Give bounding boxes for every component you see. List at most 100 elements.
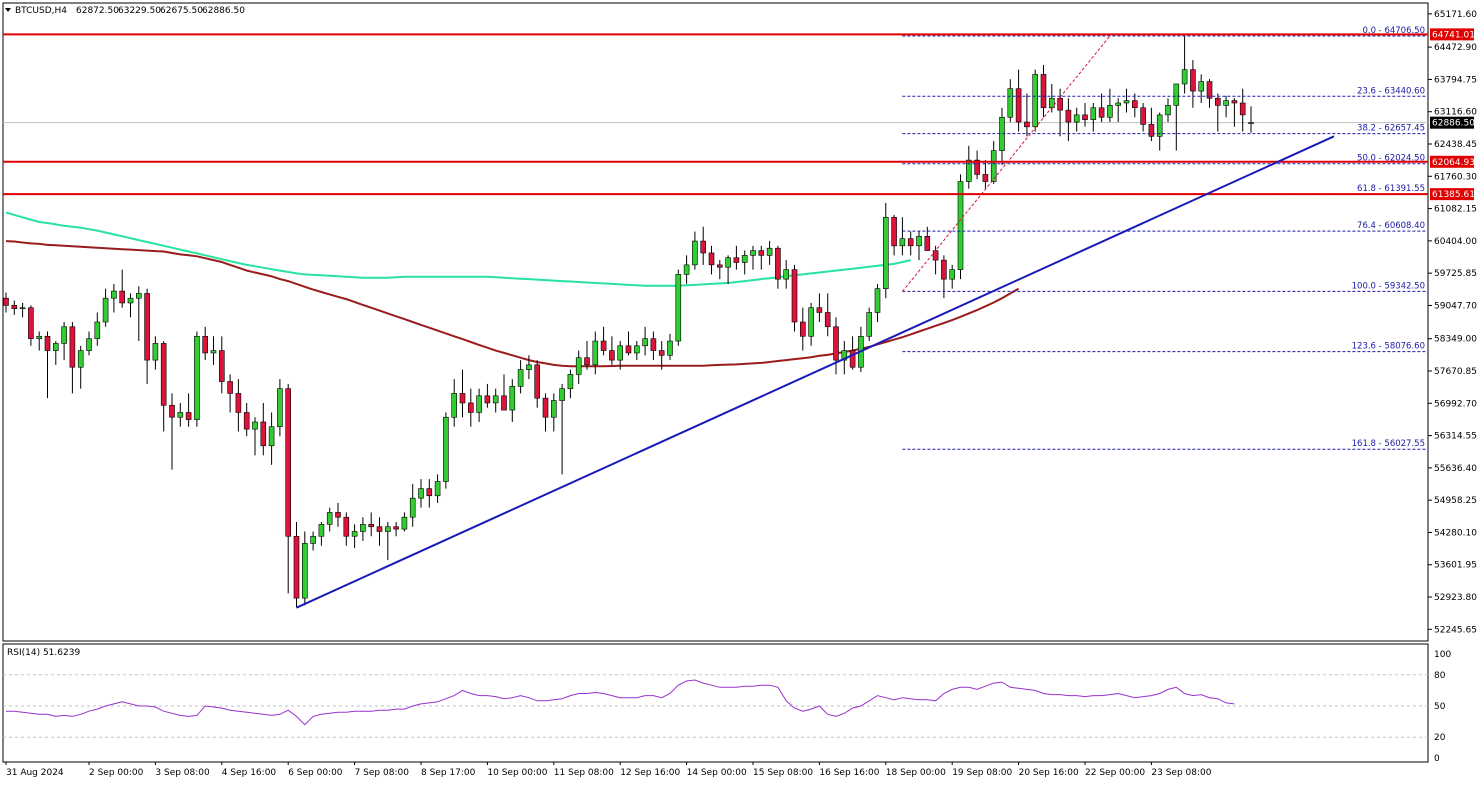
ohlc-close: 62886.50: [202, 6, 245, 16]
candle: [965, 145, 972, 189]
candle: [52, 341, 59, 365]
time-tick-label: 2 Sep 00:00: [89, 768, 144, 778]
candle-body-bull: [443, 416, 449, 482]
candle-body-bear: [791, 269, 798, 323]
candle-body-bear: [625, 345, 632, 354]
candle: [484, 383, 491, 408]
candle-body-bull: [127, 297, 134, 304]
candle: [368, 512, 375, 537]
candle: [111, 283, 117, 313]
candle-body-bear: [584, 357, 590, 366]
candle-body-bear: [534, 364, 541, 399]
ohlc-open: 62872.50: [76, 6, 119, 16]
candle-body-bull: [916, 235, 922, 247]
price-tick-label: 59047.70: [1434, 301, 1477, 311]
candle: [1165, 98, 1171, 123]
candle: [1123, 88, 1130, 113]
candle: [750, 245, 756, 270]
candle-body-bull: [210, 350, 217, 354]
trendline-layer: [296, 135, 1335, 609]
candle-body-bull: [1107, 105, 1113, 118]
candle: [1007, 79, 1014, 123]
candle: [658, 341, 665, 370]
candle: [542, 393, 549, 432]
time-tick-label: 11 Sep 08:00: [554, 768, 614, 778]
rsi-panel: RSI(14) 51.6239 100 80 50 20 0: [3, 648, 1451, 764]
candle-body-bear: [824, 312, 831, 328]
candle-body-bear: [484, 395, 491, 404]
candle: [77, 345, 84, 389]
level-price-tag: [1430, 188, 1474, 201]
candle: [260, 402, 267, 456]
candle: [127, 293, 134, 318]
candle-body-bear: [285, 388, 292, 537]
candle-body-bull: [401, 516, 408, 530]
candle: [252, 417, 258, 456]
candle: [650, 331, 657, 361]
candle: [194, 331, 200, 427]
candle: [467, 388, 474, 427]
time-tick-label: 8 Sep 17:00: [421, 768, 476, 778]
candle-body-bull: [310, 535, 316, 544]
candle-body-bull: [550, 400, 557, 418]
price-tick-label: 56992.70: [1434, 399, 1477, 409]
candle-body-bull: [1156, 114, 1163, 137]
candle-body-bull: [874, 288, 881, 313]
candle: [343, 512, 350, 546]
candle-body-bull: [61, 326, 67, 344]
candle: [617, 341, 624, 370]
candle: [185, 393, 192, 427]
candle: [949, 264, 956, 289]
candle-body-bull: [102, 297, 109, 323]
candle-body-bear: [119, 290, 125, 304]
candle-body-bear: [1239, 102, 1246, 116]
candle: [434, 474, 441, 503]
candle-body-bull: [1032, 74, 1038, 128]
time-tick-label: 22 Sep 00:00: [1085, 768, 1145, 778]
candle-body-bull: [1248, 122, 1254, 124]
candle-body-bull: [617, 345, 624, 361]
candle-body-bull: [899, 238, 906, 247]
candle-body-bull: [965, 159, 972, 182]
candle-body-bull: [252, 421, 258, 430]
candle: [567, 369, 574, 399]
candle-body-bear: [700, 240, 707, 254]
candle-body-bear: [69, 326, 76, 368]
candle-body-bull: [741, 255, 748, 263]
candle: [741, 250, 748, 275]
candle-body-bear: [907, 238, 914, 247]
candle-body-bull: [526, 364, 532, 370]
candle-body-bull: [418, 488, 424, 499]
candle: [1148, 107, 1155, 142]
candle: [550, 393, 557, 432]
candle: [152, 336, 159, 370]
candle-body-bear: [426, 488, 433, 497]
rsi-title: RSI(14) 51.6239: [7, 648, 80, 658]
candle-body-bear: [1024, 121, 1030, 128]
candle: [633, 341, 640, 361]
candle-body-bear: [799, 321, 806, 337]
candle: [1082, 102, 1088, 127]
price-tick-label: 52923.80: [1434, 593, 1477, 603]
time-tick-label: 23 Sep 08:00: [1151, 768, 1211, 778]
candle-body-bear: [44, 335, 51, 351]
candle-body-bull: [633, 345, 640, 354]
candle: [1173, 83, 1180, 151]
candle: [144, 288, 150, 384]
candle: [692, 231, 698, 270]
candle-body-bull: [667, 340, 673, 356]
candle-body-bear: [1098, 107, 1105, 118]
candle: [517, 360, 524, 394]
candle: [1090, 102, 1097, 132]
candle-body-bull: [841, 350, 848, 361]
candle: [459, 369, 466, 418]
symbol-dropdown-icon[interactable]: [5, 8, 11, 12]
candle: [799, 307, 806, 351]
candle: [783, 260, 790, 289]
candle-body-bear: [219, 350, 225, 382]
candle-body-bull: [194, 335, 200, 420]
candle: [1024, 93, 1030, 137]
candle-body-bear: [1015, 88, 1022, 123]
candle-body-bull: [152, 343, 159, 361]
